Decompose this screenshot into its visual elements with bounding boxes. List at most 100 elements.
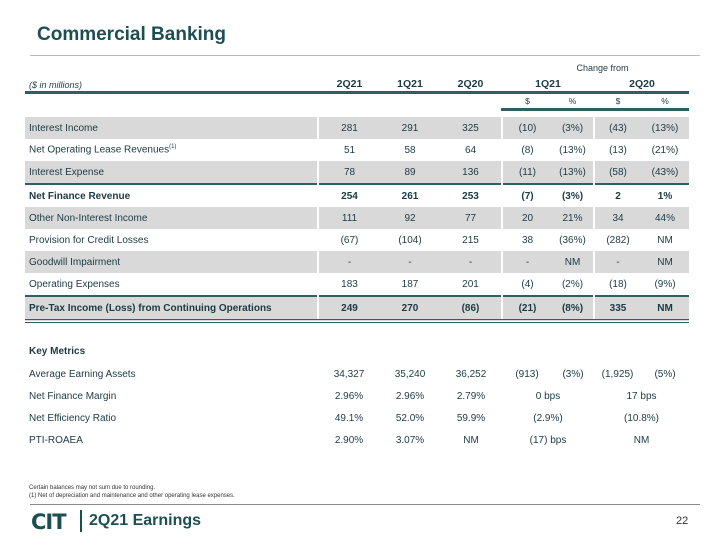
metric-value: 3.07% [395, 434, 425, 446]
metric-change: (10.8%) [623, 412, 659, 424]
metric-row: Average Earning Assets 34,327 35,240 36,252… [25, 363, 689, 385]
value-cell: 325 [440, 117, 502, 139]
metric-row: Net Efficiency Ratio 49.1% 52.0% 59.9% (2.9%… [25, 407, 689, 429]
row-label: Interest Income [25, 117, 318, 139]
metric-value: (1,925) [601, 368, 634, 380]
value-cell: (4) [501, 273, 552, 296]
value-cell: 261 [380, 183, 440, 207]
row-label: Goodwill Impairment [25, 251, 318, 273]
value-cell: - [317, 251, 380, 273]
table-row: Net Operating Lease Revenues(1) 51 58 64 (8)… [25, 139, 689, 161]
value-cell: (2%) [561, 278, 584, 290]
row-label-text: Operating Expenses [29, 278, 120, 290]
value-cell: NM [641, 251, 689, 273]
value-cell: (13%) [552, 161, 594, 184]
value-cell: (10) [501, 117, 552, 139]
metric-value: 36,252 [455, 368, 487, 380]
metric-label: Net Finance Margin [29, 390, 117, 402]
metric-value: 35,240 [394, 368, 426, 380]
blank [440, 93, 502, 110]
value-cell: NM [552, 251, 594, 273]
spacer [25, 110, 689, 118]
cit-logo: CIT [31, 510, 67, 534]
page-number: 22 [676, 515, 689, 527]
metric-value: 49.1% [334, 412, 364, 424]
value-cell: (8) [501, 139, 552, 161]
page-title: Commercial Banking [37, 24, 226, 45]
value-cell: (13%) [641, 117, 689, 139]
value-cell: (9%) [654, 278, 676, 290]
value-cell: (13%) [559, 144, 586, 156]
value-cell: 34 [593, 207, 641, 229]
value-cell: (282) [593, 229, 641, 251]
value-cell: 89 [380, 161, 440, 184]
units-label: ($ in millions) [25, 76, 318, 94]
metric-change: (2.9%) [533, 412, 563, 424]
value-cell: (3%) [552, 117, 594, 139]
value-cell: (67) [317, 229, 380, 251]
value-cell: 187 [401, 278, 419, 290]
value-cell: 291 [380, 117, 440, 139]
table-row: Interest Expense 78 89 136 (11) (13%) (58) (43%… [25, 161, 689, 184]
row-label: Interest Expense [25, 161, 318, 184]
table-row: Other Non-Interest Income 111 92 77 20 21% 34 4… [25, 207, 689, 229]
metric-row: Net Finance Margin 2.96% 2.96% 2.79% 0 bps 17… [25, 385, 689, 407]
change-group-header: 2Q20 [593, 76, 689, 94]
value-cell: (7) [501, 183, 552, 207]
value-cell: 254 [317, 183, 380, 207]
change-unit-header: % [641, 92, 689, 111]
value-cell: (8%) [552, 295, 594, 323]
footnote-marker: (1) [169, 144, 177, 151]
value-cell: 21% [552, 207, 594, 229]
value-cell: (21) [501, 295, 552, 323]
footnote: Certain balances may not sum due to roun… [29, 485, 156, 491]
period-header: 2Q20 [440, 76, 502, 94]
row-label: Other Non-Interest Income [25, 207, 318, 229]
metric-value: (913) [515, 368, 539, 380]
title-divider [30, 55, 700, 56]
metric-value: (3%) [562, 368, 584, 380]
value-cell: (58) [593, 161, 641, 184]
value-cell: NM [657, 234, 673, 246]
value-cell: 111 [317, 207, 380, 229]
period-header: 1Q21 [380, 76, 440, 94]
metric-label: Net Efficiency Ratio [29, 412, 117, 424]
logo-separator [80, 510, 82, 532]
metric-change: 0 bps [535, 390, 561, 402]
header-row: ($ in millions) 2Q21 1Q21 2Q20 1Q21 2Q20 [25, 76, 689, 94]
row-label-text: Other Non-Interest Income [29, 212, 148, 224]
change-unit-header: % [552, 92, 594, 111]
table-row: Provision for Credit Losses (67) (104) 215 3… [25, 229, 689, 251]
value-cell: (13) [593, 139, 641, 161]
footnote: (1) Net of depreciation and maintenance … [29, 493, 235, 499]
value-cell: 183 [317, 273, 380, 296]
period-header: 2Q21 [317, 76, 380, 94]
value-cell: 201 [462, 278, 479, 290]
value-cell: 281 [317, 117, 380, 139]
key-metrics-heading: Key Metrics [29, 345, 86, 357]
value-cell: - [380, 251, 440, 273]
value-cell: - [593, 251, 641, 273]
blank [380, 93, 440, 110]
value-cell: 38 [501, 229, 552, 251]
blank [318, 93, 380, 110]
subheader-row: $% $% [25, 92, 689, 111]
value-cell: 136 [440, 161, 502, 184]
footnotes: Certain balances may not sum due to roun… [29, 484, 235, 500]
row-label-text: Provision for Credit Losses [29, 234, 149, 246]
change-unit-header: $ [593, 92, 641, 111]
table-row: Operating Expenses 183 187 201 (4) (2%) (18) (9… [25, 273, 689, 296]
table-row: Goodwill Impairment - - - - NM - NM [25, 251, 689, 273]
metric-value: NM [463, 434, 479, 446]
metric-label: Average Earning Assets [29, 368, 136, 380]
value-cell: (3%) [552, 183, 594, 207]
value-cell: 2 [593, 183, 641, 207]
value-cell: 253 [440, 183, 502, 207]
value-cell: 58 [404, 144, 416, 156]
value-cell: 215 [462, 234, 479, 246]
row-label: Pre-Tax Income (Loss) from Continuing Op… [25, 295, 318, 323]
metric-value: (5%) [654, 368, 676, 380]
metric-row: PTI-ROAEA 2.90% 3.07% NM (17) bps NM [25, 429, 689, 451]
value-cell: 270 [380, 295, 440, 323]
table-row: Interest Income 281 291 325 (10) (3%) (43) (13%… [25, 117, 689, 139]
